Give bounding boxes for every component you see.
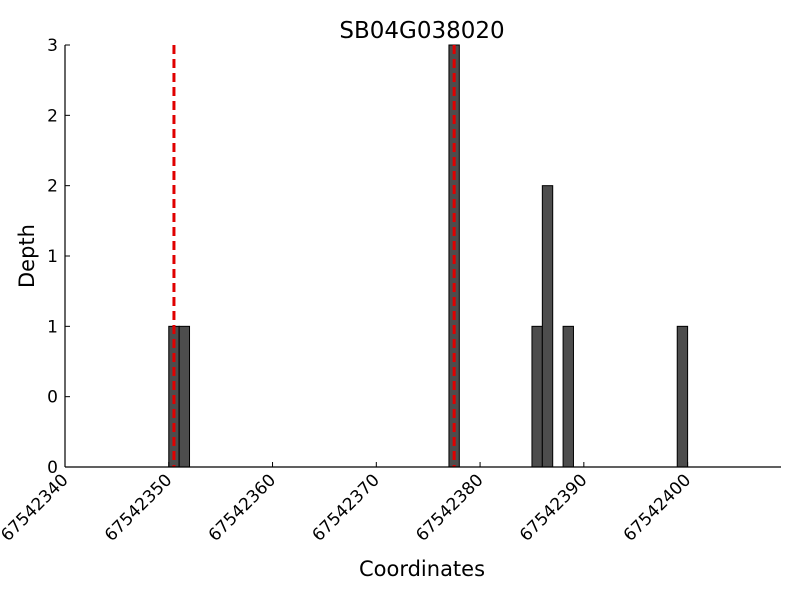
chart-title: SB04G038020 bbox=[339, 18, 504, 44]
y-tick-label: 1 bbox=[47, 317, 58, 337]
bar bbox=[562, 325, 574, 468]
y-axis-label: Depth bbox=[15, 224, 39, 288]
x-tick-label: 67542360 bbox=[205, 470, 280, 545]
x-axis-label: Coordinates bbox=[359, 557, 485, 581]
x-tick-label: 67542380 bbox=[412, 470, 487, 545]
y-tick-label: 2 bbox=[47, 177, 58, 197]
bar bbox=[676, 325, 689, 468]
y-tick-label: 0 bbox=[47, 458, 58, 478]
x-tick-label: 67542390 bbox=[516, 470, 591, 545]
x-tick-label: 67542340 bbox=[0, 470, 73, 545]
y-tick-label: 2 bbox=[47, 106, 58, 126]
x-tick-label: 67542370 bbox=[309, 470, 384, 545]
x-tick-label: 67542400 bbox=[620, 470, 695, 545]
bar bbox=[531, 325, 543, 468]
y-tick-label: 3 bbox=[47, 36, 58, 56]
y-tick-label: 0 bbox=[47, 388, 58, 408]
y-tick-label: 1 bbox=[47, 247, 58, 267]
x-tick-label: 67542350 bbox=[101, 470, 176, 545]
bar bbox=[178, 325, 191, 468]
bar bbox=[541, 185, 554, 468]
